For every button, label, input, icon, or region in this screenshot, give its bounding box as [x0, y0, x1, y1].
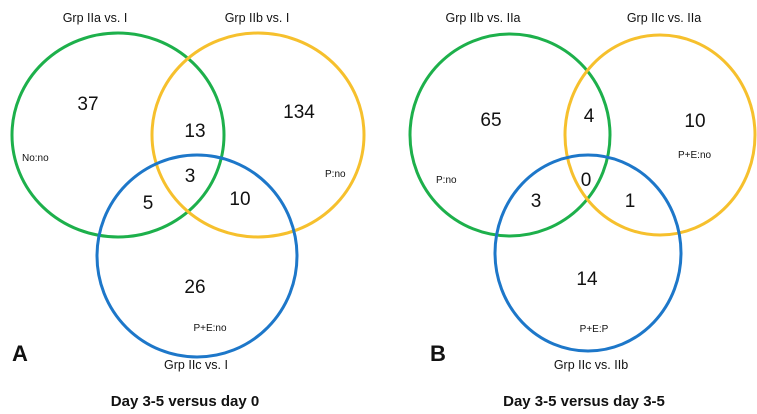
- panel-a-all-count: 3: [185, 166, 196, 187]
- panel-b-green-yellow-count: 4: [584, 106, 595, 127]
- panel-b-yellow-title: Grp IIc vs. IIa: [627, 11, 701, 25]
- panel-a-green-circle: [10, 31, 226, 239]
- panel-a: Grp IIa vs. I Grp IIb vs. I 37 134 26 13…: [10, 11, 366, 410]
- panel-a-blue-circle: [95, 153, 299, 359]
- panel-a-green-tag: No:no: [22, 153, 49, 164]
- panel-b-blue-circle: [493, 153, 683, 353]
- panel-a-yellow-tag: P:no: [325, 169, 346, 180]
- panel-a-yellow-circle: [150, 31, 366, 239]
- panel-b-all-count: 0: [581, 170, 592, 191]
- panel-b-blue-only-count: 14: [576, 269, 598, 290]
- panel-b-yellow-blue-count: 1: [625, 191, 636, 212]
- panel-b-blue-tag: P+E:P: [580, 324, 609, 335]
- panel-b-blue-title: Grp IIc vs. IIb: [554, 358, 628, 372]
- panel-a-green-blue-count: 5: [143, 193, 154, 214]
- panel-b-yellow-circle: [563, 33, 757, 237]
- panel-b-yellow-tag: P+E:no: [678, 150, 712, 161]
- panel-a-yellow-only-count: 134: [283, 102, 315, 123]
- panel-a-yellow-blue-count: 10: [229, 189, 250, 210]
- panel-a-yellow-title: Grp IIb vs. I: [225, 11, 290, 25]
- panel-a-green-only-count: 37: [77, 94, 98, 115]
- panel-a-blue-tag: P+E:no: [193, 323, 227, 334]
- panel-b: Grp IIb vs. IIa Grp IIc vs. IIa 65 10 14…: [408, 11, 757, 410]
- panel-a-blue-title: Grp IIc vs. I: [164, 358, 228, 372]
- panel-a-label: A: [12, 341, 28, 366]
- panel-b-green-circle: [408, 32, 612, 238]
- panel-b-green-tag: P:no: [436, 175, 457, 186]
- panel-b-green-blue-count: 3: [531, 191, 542, 212]
- panel-b-green-only-count: 65: [480, 110, 501, 131]
- panel-b-label: B: [430, 341, 446, 366]
- panel-a-blue-only-count: 26: [184, 277, 205, 298]
- panel-b-yellow-only-count: 10: [684, 111, 705, 132]
- panel-a-green-yellow-count: 13: [184, 121, 205, 142]
- panel-b-caption: Day 3-5 versus day 3-5: [503, 393, 665, 410]
- panel-b-green-title: Grp IIb vs. IIa: [445, 11, 520, 25]
- panel-a-green-title: Grp IIa vs. I: [63, 11, 128, 25]
- panel-a-caption: Day 3-5 versus day 0: [111, 393, 259, 410]
